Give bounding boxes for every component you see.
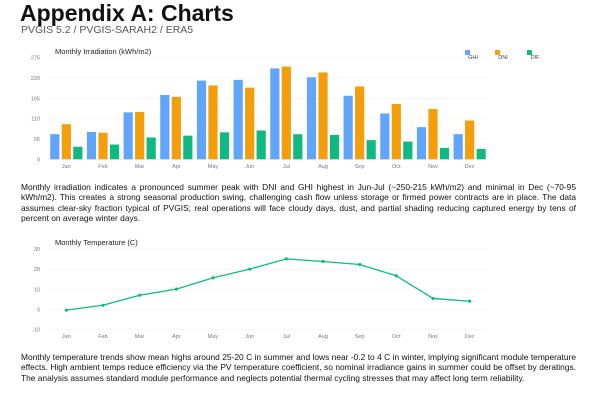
x-tick-label: Feb — [98, 164, 107, 170]
bar-dni-sep — [355, 86, 365, 160]
bar-ghi-jul — [270, 68, 280, 160]
x-tick-label: Jun — [245, 164, 254, 170]
bar-dif-jan — [73, 146, 83, 160]
bar-dif-sep — [366, 140, 376, 160]
point-apr — [174, 287, 178, 291]
bar-dni-mar — [135, 112, 145, 160]
bar-ghi-feb — [86, 131, 97, 160]
point-sep — [358, 262, 362, 267]
bar-dni-oct — [391, 103, 401, 160]
bar-dif-feb — [109, 144, 120, 160]
x-tick-label: Oct — [392, 164, 401, 170]
y-tick-label: 30 — [34, 247, 40, 253]
x-tick-label: Apr — [172, 334, 181, 340]
bar-ghi-nov — [416, 127, 427, 160]
bar-dif-may — [219, 132, 230, 160]
bar-dif-mar — [146, 137, 156, 160]
point-mar — [138, 293, 142, 297]
point-aug — [321, 259, 325, 264]
y-tick-label: 275 — [31, 56, 40, 62]
x-tick-label: Sep — [355, 334, 365, 340]
bar-dni-feb — [98, 132, 108, 160]
x-tick-label: Jun — [245, 334, 254, 340]
page-subtitle: PVGIS 5.2 / PVGIS-SARAH2 / ERA5 — [21, 24, 194, 36]
point-nov — [431, 296, 435, 301]
bar-dif-apr — [183, 135, 193, 160]
x-tick-label: Mar — [135, 334, 145, 340]
bar-dni-jan — [61, 124, 71, 160]
bar-dni-aug — [318, 72, 328, 160]
x-tick-label: Jan — [62, 334, 71, 340]
x-tick-label: Mar — [135, 164, 145, 170]
x-tick-label: Apr — [172, 164, 181, 170]
y-tick-label: 20 — [34, 267, 40, 273]
irradiation-paragraph: Monthly irradiation indicates a pronounc… — [21, 182, 576, 224]
chart-title: Monthly Temperature (C) — [55, 238, 138, 247]
x-tick-label: Oct — [392, 334, 401, 340]
point-jul — [284, 257, 288, 261]
x-tick-label: Jan — [62, 164, 71, 170]
point-jun — [248, 267, 252, 271]
bar-dni-nov — [428, 109, 438, 160]
point-may — [211, 276, 215, 280]
y-tick-label: 0 — [37, 308, 40, 314]
bar-dni-jun — [245, 87, 255, 160]
legend-swatch-ghi — [465, 50, 470, 55]
chart-title: Monthly Irradiation (kWh/m2) — [55, 47, 152, 56]
legend-swatch-dni — [495, 50, 500, 55]
legend-label-dif: DIF — [531, 55, 541, 61]
x-tick-label: May — [208, 334, 219, 340]
bar-dni-apr — [171, 96, 181, 160]
bar-dif-jul — [293, 134, 303, 160]
x-tick-label: Sep — [355, 164, 365, 170]
x-tick-label: Nov — [428, 164, 438, 170]
temperature-line — [66, 258, 470, 311]
bar-dni-jul — [281, 66, 291, 160]
x-tick-label: Nov — [428, 334, 438, 340]
bar-dif-aug — [329, 134, 340, 160]
legend-label-ghi: GHI — [468, 55, 478, 61]
bar-ghi-aug — [306, 77, 317, 160]
x-tick-label: Jul — [283, 334, 290, 340]
page-title: Appendix A: Charts — [20, 0, 234, 26]
irradiation-chart: Monthly Irradiation (kWh/m2) 0 55 110 165 220… — [31, 47, 541, 170]
x-tick-label: Aug — [318, 334, 328, 340]
bar-ghi-jun — [233, 79, 243, 160]
x-tick-label: Dec — [465, 334, 475, 340]
point-jan — [64, 308, 68, 312]
bar-ghi-apr — [160, 95, 170, 160]
y-tick-label: 220 — [31, 76, 40, 82]
bar-dif-jun — [256, 130, 266, 160]
bar-dif-nov — [439, 147, 450, 160]
legend-label-dni: DNI — [498, 55, 508, 61]
y-tick-label: 0 — [37, 157, 40, 163]
bar-dni-may — [208, 85, 218, 160]
x-tick-label: May — [208, 164, 219, 170]
bar-dif-oct — [403, 141, 413, 160]
bar-ghi-sep — [343, 95, 353, 160]
temperature-chart: Monthly Temperature (C) -10 0 10 20 30 Jan Feb M… — [32, 238, 488, 340]
point-feb — [101, 303, 105, 307]
bar-ghi-may — [196, 80, 207, 160]
legend-swatch-dif — [527, 50, 532, 55]
y-tick-label: -10 — [32, 328, 40, 334]
bar-ghi-jan — [50, 134, 60, 160]
bar-ghi-mar — [123, 112, 133, 160]
y-tick-label: 55 — [34, 137, 40, 143]
bar-ghi-dec — [453, 134, 463, 160]
point-dec — [468, 299, 472, 303]
y-tick-label: 10 — [34, 287, 40, 293]
x-tick-label: Aug — [318, 164, 328, 170]
x-tick-label: Jul — [283, 164, 290, 170]
x-tick-label: Feb — [98, 334, 107, 340]
bar-dni-dec — [465, 120, 475, 160]
bar-dif-dec — [476, 148, 486, 160]
x-tick-label: Dec — [465, 164, 475, 170]
y-tick-label: 110 — [31, 117, 40, 123]
temperature-paragraph: Monthly temperature trends show mean hig… — [21, 352, 576, 383]
point-oct — [394, 274, 398, 278]
y-tick-label: 165 — [31, 96, 40, 102]
bar-ghi-oct — [380, 113, 390, 160]
